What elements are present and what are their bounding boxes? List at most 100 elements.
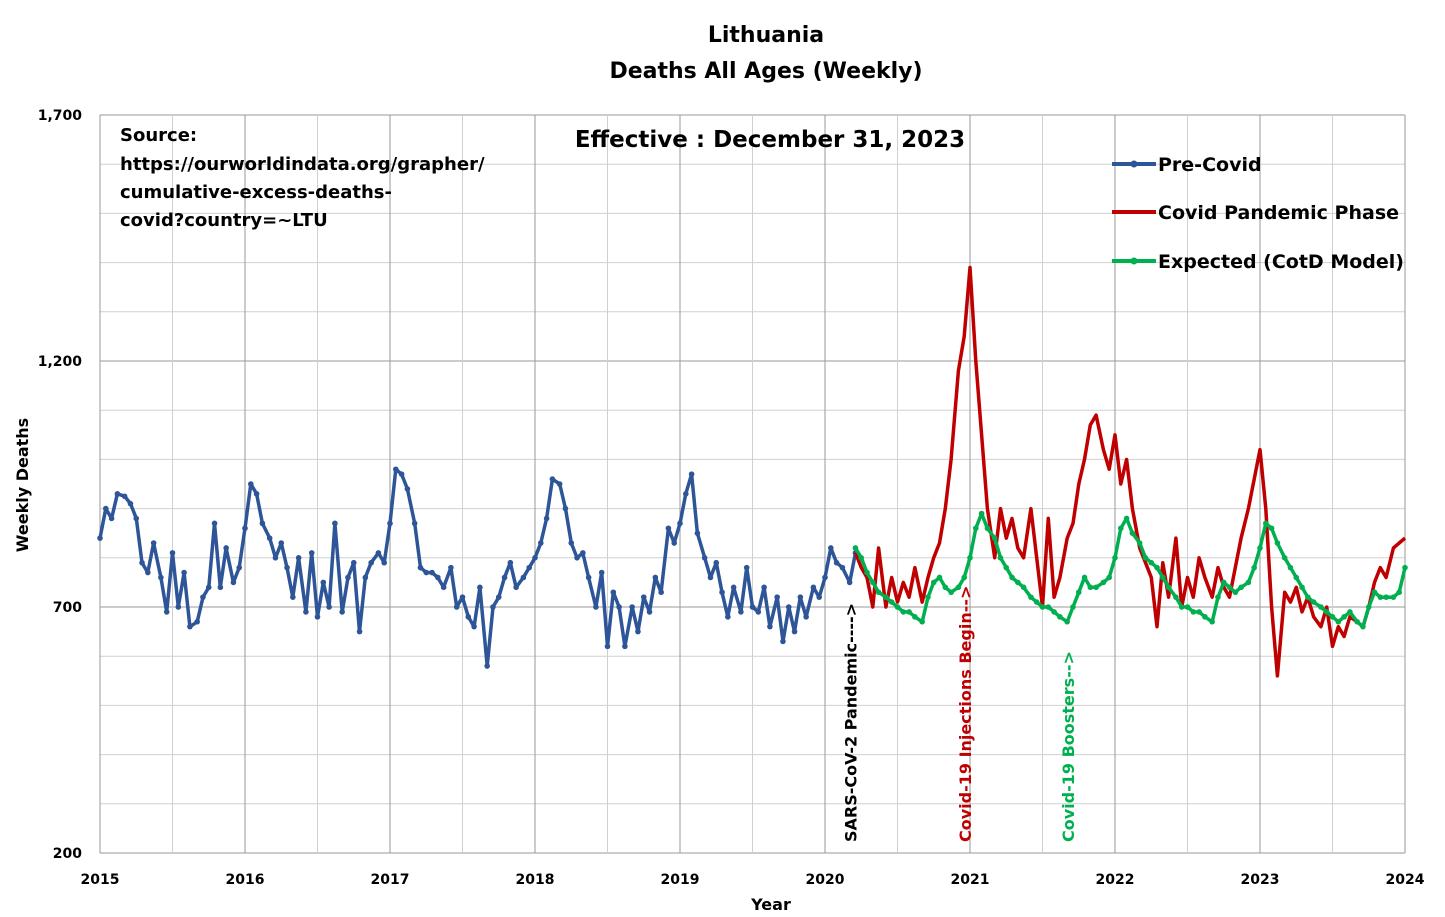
point-pre-covid xyxy=(688,471,695,477)
point-pre-covid xyxy=(671,540,677,546)
point-pre-covid xyxy=(725,614,731,620)
point-expected-cotd-model xyxy=(948,589,954,596)
point-pre-covid xyxy=(538,540,544,546)
source-line-4: covid?country=~LTU xyxy=(120,210,328,231)
point-pre-covid xyxy=(362,574,369,581)
point-expected-cotd-model xyxy=(936,574,943,581)
point-expected-cotd-model xyxy=(1215,594,1221,600)
point-pre-covid xyxy=(411,520,418,527)
point-expected-cotd-model xyxy=(1057,614,1063,620)
point-pre-covid xyxy=(417,564,424,571)
point-pre-covid xyxy=(780,638,786,645)
point-pre-covid xyxy=(543,515,550,522)
point-expected-cotd-model xyxy=(1390,594,1397,600)
point-pre-covid xyxy=(314,614,321,620)
point-expected-cotd-model xyxy=(1287,564,1294,571)
point-pre-covid xyxy=(133,515,140,522)
point-pre-covid xyxy=(194,618,200,625)
point-expected-cotd-model xyxy=(1377,594,1384,600)
point-expected-cotd-model xyxy=(973,525,979,532)
point-pre-covid xyxy=(127,500,134,507)
point-expected-cotd-model xyxy=(1051,609,1057,615)
point-expected-cotd-model xyxy=(1045,604,1052,610)
point-expected-cotd-model xyxy=(875,589,882,596)
x-tick-label: 2021 xyxy=(951,872,990,888)
point-expected-cotd-model xyxy=(888,599,895,605)
point-pre-covid xyxy=(665,525,672,532)
point-expected-cotd-model xyxy=(1173,594,1179,600)
point-expected-cotd-model xyxy=(1383,594,1389,600)
point-pre-covid xyxy=(785,604,792,610)
point-expected-cotd-model xyxy=(1360,623,1366,630)
point-pre-covid xyxy=(448,564,454,571)
point-pre-covid xyxy=(640,594,647,600)
point-pre-covid xyxy=(217,584,224,591)
point-pre-covid xyxy=(556,481,563,487)
point-pre-covid xyxy=(423,569,430,576)
point-expected-cotd-model xyxy=(1299,584,1305,591)
point-pre-covid xyxy=(393,466,399,473)
point-expected-cotd-model xyxy=(1106,574,1112,581)
y-tick-label: 700 xyxy=(53,600,82,616)
point-expected-cotd-model xyxy=(1154,564,1160,571)
point-pre-covid xyxy=(266,535,273,541)
point-pre-covid xyxy=(465,614,472,620)
point-expected-cotd-model xyxy=(864,569,870,576)
point-pre-covid xyxy=(181,569,187,576)
point-pre-covid xyxy=(585,574,592,581)
point-expected-cotd-model xyxy=(955,584,962,591)
point-pre-covid xyxy=(435,574,441,581)
point-pre-covid xyxy=(200,594,206,600)
point-expected-cotd-model xyxy=(1093,584,1099,591)
point-pre-covid xyxy=(187,623,193,630)
point-pre-covid xyxy=(580,550,586,556)
point-pre-covid xyxy=(490,604,496,610)
point-expected-cotd-model xyxy=(1009,574,1015,581)
point-expected-cotd-model xyxy=(1209,618,1215,625)
point-expected-cotd-model xyxy=(858,555,865,561)
legend-label-expected: Expected (CotD Model) xyxy=(1158,251,1404,273)
point-pre-covid xyxy=(381,559,388,566)
point-expected-cotd-model xyxy=(906,609,912,615)
point-pre-covid xyxy=(839,564,846,571)
point-pre-covid xyxy=(791,628,798,635)
point-expected-cotd-model xyxy=(1100,579,1107,586)
point-pre-covid xyxy=(658,589,664,596)
annotations: SARS-CoV-2 Pandemic----> Covid-19 Injecti… xyxy=(841,586,1078,842)
point-pre-covid xyxy=(429,569,435,576)
point-pre-covid xyxy=(719,589,725,596)
point-pre-covid xyxy=(604,643,611,650)
point-pre-covid xyxy=(308,550,315,556)
point-pre-covid xyxy=(114,491,121,497)
series-line-expected-cotd-model xyxy=(853,511,1407,629)
point-pre-covid xyxy=(562,505,569,512)
point-expected-cotd-model xyxy=(1396,589,1402,596)
point-expected-cotd-model xyxy=(1263,520,1269,527)
point-expected-cotd-model xyxy=(1087,584,1094,591)
point-pre-covid xyxy=(259,520,266,527)
point-pre-covid xyxy=(350,559,357,566)
point-expected-cotd-model xyxy=(1365,604,1372,610)
x-tick-label: 2017 xyxy=(371,872,410,888)
point-expected-cotd-model xyxy=(1220,579,1227,586)
point-pre-covid xyxy=(211,520,218,527)
point-expected-cotd-model xyxy=(1178,604,1185,610)
point-pre-covid xyxy=(108,515,115,522)
point-expected-cotd-model xyxy=(1064,618,1070,625)
source-line-2: https://ourworldindata.org/grapher/ xyxy=(120,154,485,175)
effective-date: Effective : December 31, 2023 xyxy=(575,127,965,153)
point-pre-covid xyxy=(677,520,683,527)
point-expected-cotd-model xyxy=(1123,515,1130,522)
point-pre-covid xyxy=(440,584,447,591)
point-pre-covid xyxy=(598,569,605,576)
point-expected-cotd-model xyxy=(1039,604,1046,610)
point-expected-cotd-model xyxy=(1028,594,1034,600)
point-pre-covid xyxy=(150,540,157,546)
point-pre-covid xyxy=(459,594,466,600)
x-tick-label: 2023 xyxy=(1241,872,1280,888)
y-axis-title: Weekly Deaths xyxy=(13,418,32,552)
point-pre-covid xyxy=(833,559,840,566)
series-line-covid-pandemic-phase xyxy=(853,265,1407,678)
point-pre-covid xyxy=(375,550,382,556)
point-pre-covid xyxy=(610,589,617,596)
